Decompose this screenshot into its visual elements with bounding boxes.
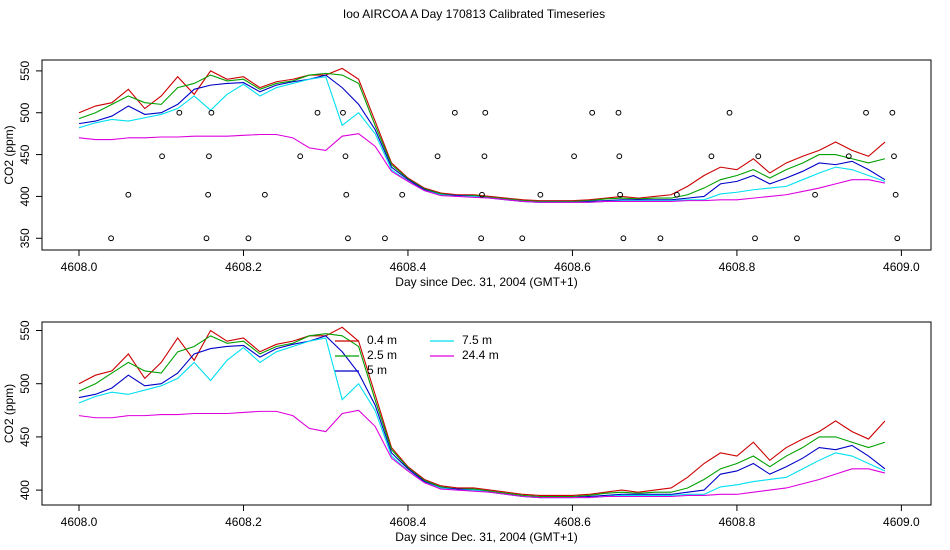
series-line — [78, 67, 886, 202]
legend-label: 0.4 m — [367, 333, 397, 347]
series-line — [78, 76, 886, 203]
x-tick-label: 4608.8 — [719, 515, 756, 529]
x-tick-label: 4609.0 — [883, 515, 920, 529]
scatter-point — [894, 235, 901, 242]
scatter-point — [617, 191, 624, 198]
series-line — [78, 333, 886, 498]
scatter-point — [206, 153, 212, 160]
x-tick-label: 4608.2 — [225, 260, 262, 274]
y-tick-label: 450 — [18, 144, 32, 164]
scatter-point — [752, 235, 758, 242]
x-axis-label: Day since Dec. 31, 2004 (GMT+1) — [395, 275, 577, 289]
y-tick-label: 350 — [18, 228, 32, 248]
series-line — [78, 72, 886, 202]
scatter-point — [726, 109, 733, 116]
y-tick-label: 400 — [18, 480, 32, 500]
y-tick-label: 400 — [18, 186, 32, 206]
scatter-point — [482, 109, 489, 116]
scatter-point — [340, 109, 346, 116]
scatter-point — [571, 153, 577, 160]
scatter-point — [208, 109, 215, 116]
x-tick-label: 4608.6 — [554, 260, 591, 274]
scatter-point — [343, 191, 350, 198]
x-tick-label: 4609.0 — [883, 260, 920, 274]
legend-label: 7.5 m — [462, 333, 492, 347]
scatter-point — [812, 191, 818, 198]
scatter-point — [125, 191, 132, 198]
series-line — [78, 409, 886, 499]
scatter-point — [845, 153, 852, 160]
x-tick-label: 4608.0 — [61, 260, 98, 274]
x-tick-label: 4608.2 — [225, 515, 262, 529]
scatter-point — [615, 109, 622, 116]
scatter-point — [481, 153, 488, 160]
scatter-point — [382, 235, 388, 242]
x-tick-label: 4608.0 — [61, 515, 98, 529]
scatter-point — [519, 235, 526, 242]
x-tick-label: 4608.8 — [719, 260, 756, 274]
scatter-point — [708, 153, 715, 160]
scatter-point — [245, 235, 252, 242]
scatter-point — [176, 109, 183, 116]
scatter-point — [863, 109, 869, 116]
scatter-point — [297, 153, 304, 160]
scatter-point — [889, 109, 896, 116]
scatter-point — [108, 235, 114, 242]
scatter-point — [342, 153, 349, 160]
x-tick-label: 4608.6 — [554, 515, 591, 529]
scatter-point — [479, 191, 485, 198]
scatter-point — [755, 153, 762, 160]
x-axis-label: Day since Dec. 31, 2004 (GMT+1) — [395, 530, 577, 544]
scatter-point — [261, 191, 268, 198]
x-tick-label: 4608.4 — [390, 260, 427, 274]
legend-label: 5 m — [367, 363, 387, 377]
scatter-point — [589, 109, 596, 116]
y-axis-label: CO2 (ppm) — [2, 125, 16, 184]
x-tick-label: 4608.4 — [390, 515, 427, 529]
scatter-point — [399, 191, 406, 198]
scatter-point — [794, 235, 800, 242]
y-tick-label: 450 — [18, 427, 32, 447]
y-axis-label: CO2 (ppm) — [2, 384, 16, 443]
legend-label: 24.4 m — [462, 348, 499, 362]
legend-label: 2.5 m — [367, 348, 397, 362]
scatter-point — [203, 235, 210, 242]
y-tick-label: 500 — [18, 373, 32, 393]
scatter-point — [620, 235, 627, 242]
scatter-point — [314, 109, 321, 116]
scatter-point — [478, 235, 485, 242]
scatter-point — [434, 153, 441, 160]
y-tick-label: 550 — [18, 61, 32, 81]
scatter-point — [657, 235, 664, 242]
y-tick-label: 550 — [18, 320, 32, 340]
scatter-point — [616, 153, 623, 160]
scatter-point — [345, 235, 351, 242]
chart-title: Ioo AIRCOA A Day 170813 Calibrated Times… — [343, 7, 605, 21]
scatter-point — [205, 191, 212, 198]
plot-frame — [41, 321, 932, 506]
scatter-point — [892, 191, 899, 198]
scatter-point — [159, 153, 165, 160]
scatter-point — [451, 109, 458, 116]
series-line — [78, 133, 886, 203]
scatter-point — [537, 191, 544, 198]
scatter-point — [673, 191, 680, 198]
scatter-point — [891, 153, 897, 160]
series-line — [78, 74, 886, 203]
series-line — [78, 326, 886, 496]
y-tick-label: 500 — [18, 102, 32, 122]
